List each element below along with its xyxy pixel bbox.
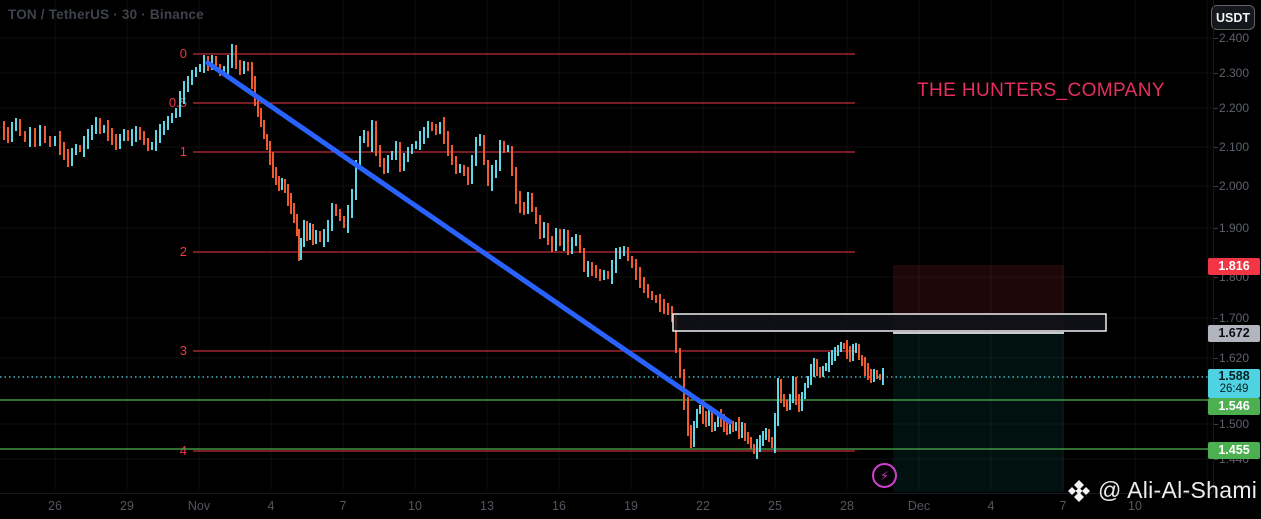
time-label-Dec: Dec <box>907 499 931 513</box>
price-badge-1.816: 1.816 <box>1208 258 1260 275</box>
fib-label-2: 2 <box>180 244 187 259</box>
time-label-28: 28 <box>840 499 854 513</box>
price-badge-1.588: 1.588 26:49 <box>1208 369 1260 398</box>
time-label-13: 13 <box>480 499 494 513</box>
price-tick <box>1214 186 1218 187</box>
supply-zone-rectangle[interactable] <box>672 313 1107 332</box>
price-tick <box>1214 73 1218 74</box>
price-tick <box>1214 38 1218 39</box>
price-label-2.200: 2.200 <box>1219 101 1250 115</box>
lightning-glyph: ⚡ <box>880 468 889 483</box>
time-label-10: 10 <box>408 499 422 513</box>
time-label-16: 16 <box>552 499 566 513</box>
time-label-22: 22 <box>696 499 710 513</box>
chart-plot-area[interactable]: 0 0.5 1 2 3 4 <box>0 0 1213 493</box>
price-badge-1.546: 1.546 <box>1208 398 1260 415</box>
currency-toggle-button[interactable]: USDT <box>1211 5 1255 30</box>
watermark-text: THE HUNTERS_COMPANY <box>917 80 1165 101</box>
fib-label-3: 3 <box>180 343 187 358</box>
candles <box>3 44 884 459</box>
time-axis[interactable]: 26 29 Nov 4 7 10 13 16 19 22 25 28 Dec 4 7 10 <box>0 493 1213 519</box>
price-badge-1.455: 1.455 <box>1208 442 1260 459</box>
price-tick <box>1214 459 1218 460</box>
time-label-7: 7 <box>339 499 347 513</box>
countdown: 26:49 <box>1219 383 1249 395</box>
chart-canvas[interactable]: 0 0.5 1 2 3 4 <box>0 0 1213 493</box>
price-badge-1.672: 1.672 <box>1208 325 1260 342</box>
trendline[interactable] <box>205 60 733 425</box>
price-tick <box>1214 358 1218 359</box>
signature: @ Ali-Al-Shami <box>1066 477 1257 504</box>
short-profit-zone <box>893 334 1064 492</box>
price-label-2.300: 2.300 <box>1219 66 1250 80</box>
fib-retracement[interactable]: 0 0.5 1 2 3 4 <box>169 46 855 458</box>
signature-handle: @ Ali-Al-Shami <box>1098 477 1258 503</box>
time-label-Nov: Nov <box>187 499 211 513</box>
time-label-4: 4 <box>987 499 995 513</box>
price-label-1.700: 1.700 <box>1219 311 1250 325</box>
time-label-25: 25 <box>768 499 782 513</box>
time-label-7: 7 <box>1059 499 1067 513</box>
price-label-2.100: 2.100 <box>1219 140 1250 154</box>
fib-label-1: 1 <box>180 144 187 159</box>
fib-label-4: 4 <box>180 443 187 458</box>
price-label-2.000: 2.000 <box>1219 179 1250 193</box>
short-position-tool[interactable] <box>893 265 1064 492</box>
price-tick <box>1214 277 1218 278</box>
time-label-29: 29 <box>120 499 134 513</box>
time-label-26: 26 <box>48 499 62 513</box>
price-tick <box>1214 228 1218 229</box>
grid <box>0 0 1213 490</box>
price-tick <box>1214 147 1218 148</box>
fib-label-0: 0 <box>180 46 187 61</box>
lightning-icon[interactable]: ⚡ <box>872 463 897 488</box>
price-label-1.620: 1.620 <box>1219 351 1250 365</box>
price-tick <box>1214 318 1218 319</box>
binance-logo <box>1068 479 1090 502</box>
fib-label-0.5: 0.5 <box>169 95 187 110</box>
time-label-4: 4 <box>267 499 275 513</box>
price-label-2.400: 2.400 <box>1219 31 1250 45</box>
price-tick <box>1214 108 1218 109</box>
price-axis[interactable]: 2.400 2.300 2.200 2.100 2.000 1.900 1.800 1.700… <box>1208 0 1261 493</box>
price-label-1.500: 1.500 <box>1219 417 1250 431</box>
symbol-title: TON / TetherUS · 30 · Binance <box>8 7 204 22</box>
time-label-10: 10 <box>1128 499 1142 513</box>
time-label-19: 19 <box>624 499 638 513</box>
price-label-1.900: 1.900 <box>1219 221 1250 235</box>
price-tick <box>1214 424 1218 425</box>
